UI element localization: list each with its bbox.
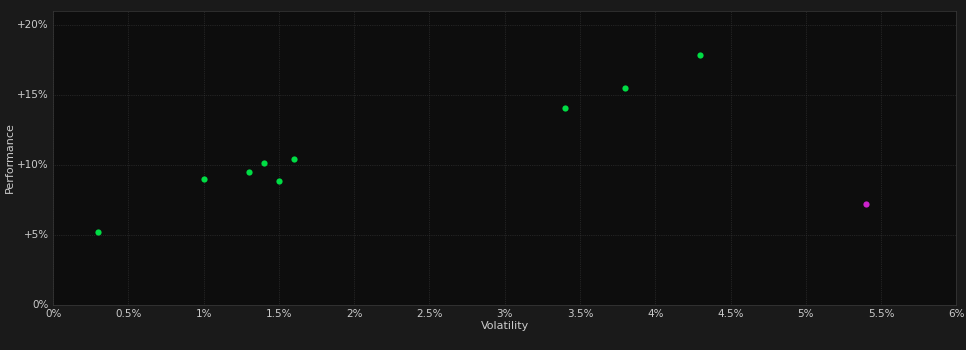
Point [617,85,633,90]
X-axis label: Volatility: Volatility [481,321,528,331]
Point [557,106,573,111]
Y-axis label: Performance: Performance [5,122,14,193]
Point [286,156,301,162]
Point [859,201,874,206]
Point [693,52,708,58]
Point [196,176,212,181]
Point [271,178,287,184]
Point [256,160,271,166]
Point [242,169,257,174]
Point [91,229,106,234]
